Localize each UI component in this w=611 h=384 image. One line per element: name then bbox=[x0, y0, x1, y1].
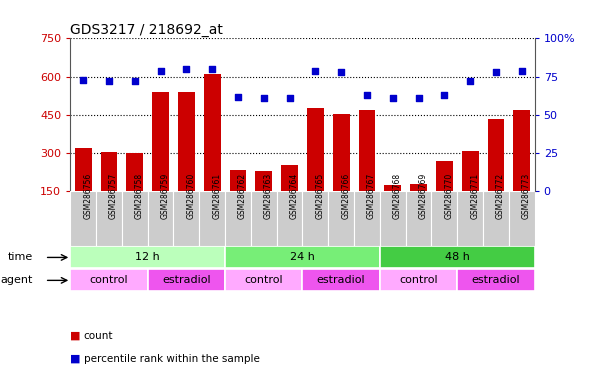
Bar bbox=[302, 269, 380, 291]
Point bbox=[130, 78, 140, 84]
Text: agent: agent bbox=[1, 275, 33, 285]
Bar bbox=[380, 247, 535, 268]
Point bbox=[181, 66, 191, 72]
Point bbox=[310, 68, 320, 74]
Text: GSM286770: GSM286770 bbox=[444, 172, 453, 219]
Text: GSM286763: GSM286763 bbox=[264, 172, 273, 219]
Text: ■: ■ bbox=[70, 331, 81, 341]
Text: GSM286772: GSM286772 bbox=[496, 173, 505, 219]
Text: GSM286762: GSM286762 bbox=[238, 173, 247, 219]
Text: 12 h: 12 h bbox=[135, 252, 160, 262]
Bar bbox=[410, 184, 427, 191]
Bar bbox=[101, 152, 117, 191]
Bar bbox=[255, 172, 272, 191]
Text: GSM286769: GSM286769 bbox=[419, 172, 428, 219]
Bar bbox=[483, 191, 509, 246]
Point bbox=[78, 77, 88, 83]
Text: percentile rank within the sample: percentile rank within the sample bbox=[84, 354, 260, 364]
Bar bbox=[225, 247, 380, 268]
Bar bbox=[488, 119, 504, 191]
Bar bbox=[509, 191, 535, 246]
Text: GSM286773: GSM286773 bbox=[522, 172, 531, 219]
Point bbox=[388, 95, 398, 101]
Bar bbox=[513, 110, 530, 191]
Bar bbox=[70, 191, 96, 246]
Bar bbox=[457, 191, 483, 246]
Bar bbox=[148, 269, 225, 291]
Bar bbox=[70, 247, 225, 268]
Point bbox=[207, 66, 217, 72]
Point bbox=[491, 69, 501, 75]
Bar bbox=[307, 109, 324, 191]
Text: GSM286767: GSM286767 bbox=[367, 172, 376, 219]
Bar bbox=[359, 110, 375, 191]
Text: GDS3217 / 218692_at: GDS3217 / 218692_at bbox=[70, 23, 223, 37]
Text: GSM286768: GSM286768 bbox=[393, 173, 402, 219]
Bar bbox=[380, 269, 457, 291]
Bar bbox=[96, 191, 122, 246]
Bar bbox=[354, 191, 380, 246]
Point bbox=[517, 68, 527, 74]
Bar bbox=[148, 191, 174, 246]
Point bbox=[285, 95, 295, 101]
Point bbox=[465, 78, 475, 84]
Bar bbox=[251, 191, 277, 246]
Text: control: control bbox=[90, 275, 128, 285]
Bar bbox=[122, 191, 148, 246]
Point bbox=[414, 95, 423, 101]
Text: GSM286761: GSM286761 bbox=[212, 173, 221, 219]
Bar bbox=[230, 170, 246, 191]
Text: GSM286771: GSM286771 bbox=[470, 173, 479, 219]
Bar bbox=[431, 191, 457, 246]
Text: estradiol: estradiol bbox=[162, 275, 211, 285]
Bar bbox=[70, 269, 148, 291]
Bar bbox=[436, 161, 453, 191]
Bar bbox=[178, 92, 195, 191]
Bar bbox=[126, 153, 143, 191]
Bar bbox=[277, 191, 302, 246]
Text: estradiol: estradiol bbox=[472, 275, 520, 285]
Text: 24 h: 24 h bbox=[290, 252, 315, 262]
Point bbox=[156, 68, 166, 74]
Bar bbox=[384, 185, 401, 191]
Text: GSM286766: GSM286766 bbox=[341, 172, 350, 219]
Bar bbox=[457, 269, 535, 291]
Point bbox=[362, 92, 372, 98]
Bar bbox=[380, 191, 406, 246]
Text: GSM286765: GSM286765 bbox=[315, 172, 324, 219]
Text: time: time bbox=[8, 252, 33, 262]
Text: count: count bbox=[84, 331, 113, 341]
Text: GSM286760: GSM286760 bbox=[186, 172, 196, 219]
Text: GSM286756: GSM286756 bbox=[83, 172, 92, 219]
Bar bbox=[199, 191, 225, 246]
Text: estradiol: estradiol bbox=[317, 275, 365, 285]
Text: ■: ■ bbox=[70, 354, 81, 364]
Text: GSM286757: GSM286757 bbox=[109, 172, 118, 219]
Bar bbox=[75, 148, 92, 191]
Bar bbox=[328, 191, 354, 246]
Text: control: control bbox=[399, 275, 438, 285]
Point bbox=[233, 93, 243, 99]
Text: GSM286764: GSM286764 bbox=[290, 172, 299, 219]
Bar bbox=[225, 191, 251, 246]
Text: GSM286759: GSM286759 bbox=[161, 172, 170, 219]
Point bbox=[336, 69, 346, 75]
Point bbox=[439, 92, 449, 98]
Bar bbox=[406, 191, 431, 246]
Point bbox=[259, 95, 269, 101]
Bar bbox=[225, 269, 302, 291]
Bar bbox=[462, 151, 478, 191]
Text: GSM286758: GSM286758 bbox=[135, 173, 144, 219]
Bar bbox=[204, 74, 221, 191]
Bar bbox=[333, 114, 349, 191]
Text: control: control bbox=[244, 275, 283, 285]
Bar bbox=[174, 191, 199, 246]
Bar bbox=[152, 92, 169, 191]
Text: 48 h: 48 h bbox=[445, 252, 470, 262]
Bar bbox=[281, 165, 298, 191]
Bar bbox=[302, 191, 328, 246]
Point bbox=[104, 78, 114, 84]
